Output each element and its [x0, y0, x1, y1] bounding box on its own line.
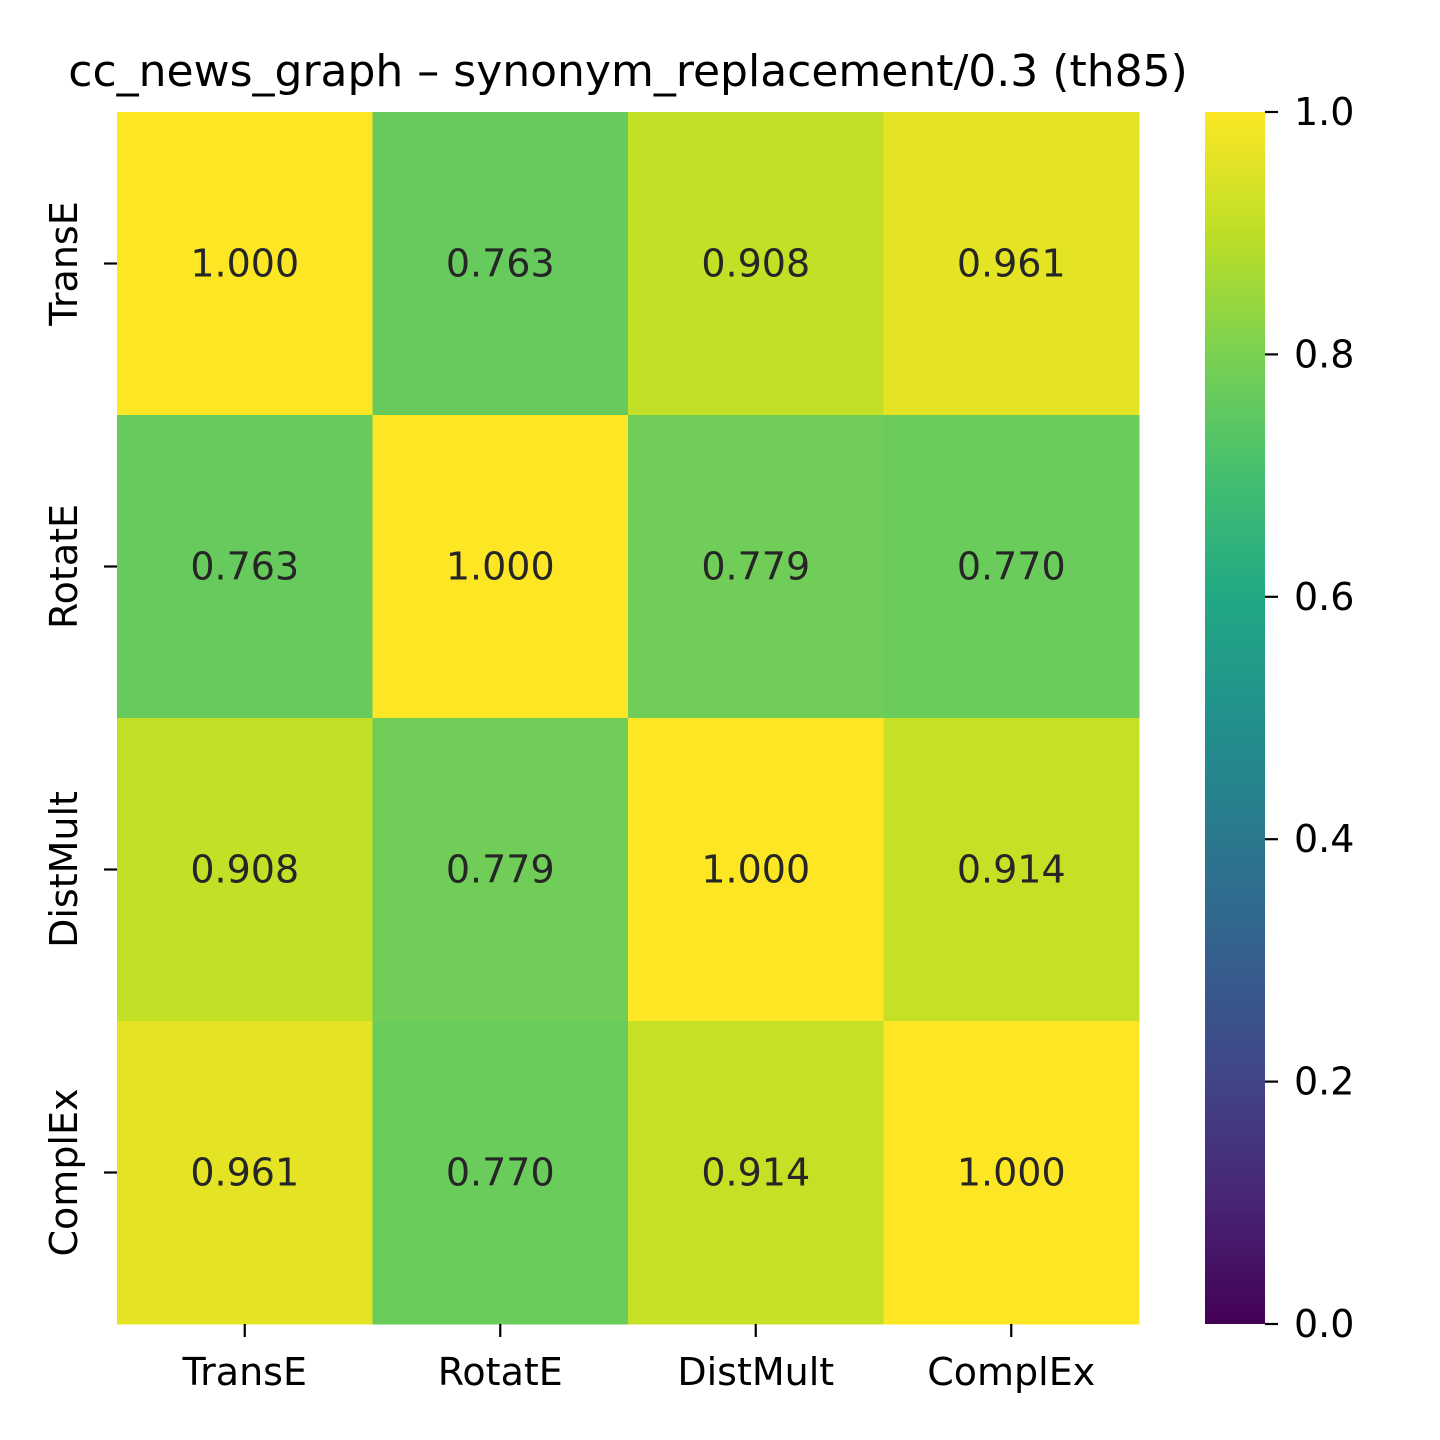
heatmap-cell — [628, 1021, 884, 1325]
cell-value-label: 0.763 — [446, 242, 555, 286]
colorbar-tick-label: 0.2 — [1294, 1060, 1354, 1104]
cell-value-label: 1.000 — [446, 545, 555, 589]
y-tick-label: ComplEx — [42, 1089, 86, 1257]
cell-value-label: 1.000 — [701, 848, 810, 892]
cell-value-label: 1.000 — [957, 1151, 1066, 1195]
x-tick-label: RotatE — [438, 1350, 563, 1394]
heatmap-cell — [628, 112, 884, 416]
heatmap-cell — [372, 112, 629, 416]
colorbar: 0.0 0.2 0.4 0.6 0.8 1.0 — [1205, 90, 1354, 1346]
heatmap-cell — [372, 1021, 629, 1325]
cell-value-label: 0.770 — [446, 1151, 555, 1195]
cell-value-label: 0.914 — [701, 1151, 810, 1195]
y-tick-label: TransE — [42, 201, 86, 326]
y-axis: TransE RotatE DistMult ComplEx — [42, 201, 117, 1256]
heatmap-cell — [117, 112, 373, 416]
colorbar-ticks: 0.0 0.2 0.4 0.6 0.8 1.0 — [1265, 90, 1354, 1346]
heatmap-cells — [117, 112, 1140, 1325]
colorbar-gradient — [1205, 112, 1265, 1324]
heatmap-cell — [372, 415, 629, 719]
cell-value-label: 0.770 — [957, 545, 1066, 589]
cell-value-label: 0.908 — [701, 242, 810, 286]
heatmap-cell — [883, 718, 1140, 1022]
cell-value-label: 0.763 — [190, 545, 299, 589]
cell-value-label: 0.779 — [446, 848, 555, 892]
colorbar-tick-label: 0.8 — [1294, 332, 1354, 376]
x-axis: TransE RotatE DistMult ComplEx — [182, 1324, 1095, 1394]
colorbar-tick-label: 0.0 — [1294, 1302, 1354, 1346]
cell-value-label: 0.779 — [701, 545, 810, 589]
heatmap-cell — [117, 415, 373, 719]
cell-value-label: 0.961 — [957, 242, 1066, 286]
heatmap-cell — [628, 718, 884, 1022]
x-tick-label: TransE — [182, 1350, 307, 1394]
colorbar-tick-label: 0.6 — [1294, 575, 1354, 619]
cell-value-label: 1.000 — [190, 242, 299, 286]
heatmap-cell — [628, 415, 884, 719]
chart-title: cc_news_graph – synonym_replacement/0.3 … — [68, 46, 1187, 97]
colorbar-tick-label: 1.0 — [1294, 90, 1354, 134]
heatmap-cell-labels: 1.000 0.763 0.908 0.961 0.763 1.000 0.779 0.770… — [190, 242, 1065, 1195]
cell-value-label: 0.914 — [957, 848, 1066, 892]
y-tick-label: RotatE — [42, 504, 86, 629]
heatmap-cell — [883, 1021, 1140, 1325]
colorbar-tick-label: 0.4 — [1294, 817, 1354, 861]
x-tick-label: DistMult — [677, 1350, 834, 1394]
heatmap-cell — [117, 1021, 373, 1325]
heatmap-cell — [117, 718, 373, 1022]
heatmap-cell — [883, 112, 1140, 416]
y-tick-label: DistMult — [42, 791, 86, 948]
cell-value-label: 0.908 — [190, 848, 299, 892]
x-tick-label: ComplEx — [927, 1350, 1095, 1394]
cell-value-label: 0.961 — [190, 1151, 299, 1195]
heatmap-cell — [883, 415, 1140, 719]
heatmap-cell — [372, 718, 629, 1022]
